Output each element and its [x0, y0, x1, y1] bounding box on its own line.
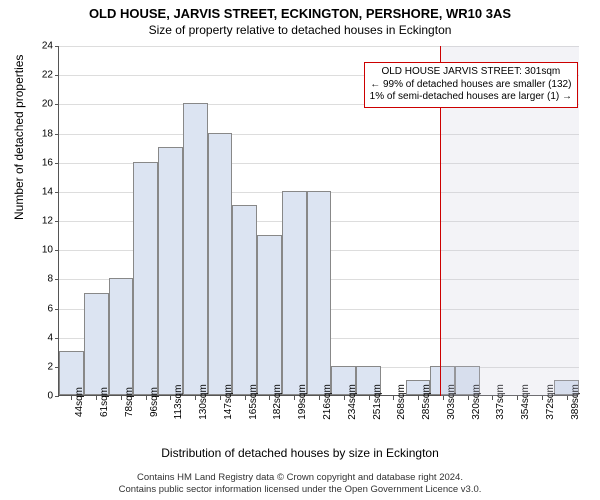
x-tick-label: 78sqm [124, 387, 135, 417]
footer-line-1: Contains HM Land Registry data © Crown c… [0, 472, 600, 484]
x-tick-mark [492, 396, 493, 400]
x-tick-label: 268sqm [396, 384, 407, 420]
callout-line-2: ← 99% of detached houses are smaller (13… [370, 79, 572, 92]
chart-container: OLD HOUSE, JARVIS STREET, ECKINGTON, PER… [0, 0, 600, 500]
x-axis-label: Distribution of detached houses by size … [0, 446, 600, 460]
x-tick-mark [294, 396, 295, 400]
x-tick-label: 216sqm [322, 384, 333, 420]
y-tick-label: 10 [29, 245, 53, 256]
chart-title: OLD HOUSE, JARVIS STREET, ECKINGTON, PER… [0, 0, 600, 21]
y-tick-label: 12 [29, 216, 53, 227]
histogram-bar [208, 133, 233, 396]
x-tick-label: 130sqm [198, 384, 209, 420]
y-tick-mark [55, 192, 59, 193]
y-tick-mark [55, 338, 59, 339]
x-tick-label: 251sqm [372, 384, 383, 420]
x-tick-mark [443, 396, 444, 400]
y-tick-mark [55, 396, 59, 397]
histogram-bar [282, 191, 307, 395]
x-tick-label: 147sqm [223, 384, 234, 420]
x-tick-mark [220, 396, 221, 400]
x-tick-mark [468, 396, 469, 400]
histogram-bar [183, 103, 208, 395]
x-tick-mark [567, 396, 568, 400]
x-tick-mark [393, 396, 394, 400]
histogram-bar [84, 293, 109, 395]
y-tick-label: 16 [29, 157, 53, 168]
x-tick-label: 199sqm [297, 384, 308, 420]
footer-line-2: Contains public sector information licen… [0, 484, 600, 496]
x-tick-mark [245, 396, 246, 400]
y-tick-mark [55, 250, 59, 251]
y-tick-label: 8 [29, 274, 53, 285]
x-tick-mark [71, 396, 72, 400]
histogram-bar [158, 147, 183, 395]
y-tick-mark [55, 75, 59, 76]
x-tick-mark [269, 396, 270, 400]
x-tick-label: 61sqm [99, 387, 110, 417]
y-tick-mark [55, 221, 59, 222]
callout-line-3: 1% of semi-detached houses are larger (1… [370, 91, 572, 104]
x-tick-label: 182sqm [272, 384, 283, 420]
footer: Contains HM Land Registry data © Crown c… [0, 472, 600, 496]
x-tick-label: 285sqm [421, 384, 432, 420]
y-tick-label: 18 [29, 128, 53, 139]
y-tick-mark [55, 46, 59, 47]
x-tick-label: 113sqm [173, 385, 184, 420]
x-tick-mark [195, 396, 196, 400]
y-tick-label: 0 [29, 391, 53, 402]
y-tick-mark [55, 134, 59, 135]
x-tick-label: 96sqm [149, 387, 160, 417]
x-tick-label: 44sqm [74, 387, 85, 417]
chart-subtitle: Size of property relative to detached ho… [0, 21, 600, 37]
plot: 02468101214161820222444sqm61sqm78sqm96sq… [58, 46, 578, 396]
x-tick-mark [517, 396, 518, 400]
y-tick-label: 2 [29, 361, 53, 372]
callout-line-1: OLD HOUSE JARVIS STREET: 301sqm [370, 66, 572, 79]
x-tick-label: 165sqm [248, 384, 259, 420]
histogram-bar [257, 235, 282, 395]
y-tick-mark [55, 279, 59, 280]
x-tick-mark [418, 396, 419, 400]
y-tick-label: 20 [29, 99, 53, 110]
x-tick-mark [542, 396, 543, 400]
callout-box: OLD HOUSE JARVIS STREET: 301sqm← 99% of … [364, 62, 578, 108]
histogram-bar [232, 205, 257, 395]
x-tick-mark [369, 396, 370, 400]
x-tick-mark [146, 396, 147, 400]
y-tick-label: 6 [29, 303, 53, 314]
y-tick-label: 4 [29, 332, 53, 343]
histogram-bar [133, 162, 158, 395]
y-tick-label: 14 [29, 186, 53, 197]
x-tick-mark [96, 396, 97, 400]
y-tick-label: 24 [29, 41, 53, 52]
x-tick-mark [170, 396, 171, 400]
plot-area: 02468101214161820222444sqm61sqm78sqm96sq… [58, 46, 578, 396]
x-tick-mark [121, 396, 122, 400]
y-tick-mark [55, 163, 59, 164]
x-tick-label: 234sqm [347, 384, 358, 420]
y-tick-mark [55, 104, 59, 105]
histogram-bar [109, 278, 134, 395]
y-tick-label: 22 [29, 70, 53, 81]
x-tick-mark [344, 396, 345, 400]
x-tick-mark [319, 396, 320, 400]
y-tick-mark [55, 309, 59, 310]
histogram-bar [307, 191, 332, 395]
y-axis-label: Number of detached properties [12, 55, 26, 220]
